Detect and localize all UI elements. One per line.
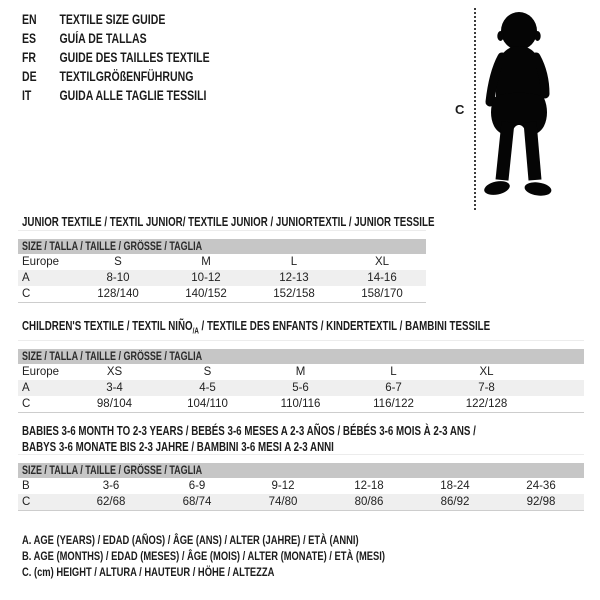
legend-notes: A. AGE (YEARS) / EDAD (AÑOS) / ÂGE (ANS)… [22,532,487,580]
table-row: Europe S M L XL [18,254,426,270]
value-cell: 92/98 [526,496,556,508]
value-cell: 152/158 [273,288,315,300]
row-label: A [22,382,30,394]
value-cell: 68/74 [182,496,212,508]
value-cell: 10-12 [191,272,221,284]
size-header-bar: SIZE / TALLA / TAILLE / GRÖSSE / TAGLIA [18,239,427,254]
language-row-es: ES GUÍA DE TALLAS [22,29,263,48]
value-cell: 122/128 [465,398,508,410]
value-cell: 9-12 [271,480,295,492]
table-row: B 3-6 6-9 9-12 12-18 18-24 24-36 [18,478,584,494]
value-cell: 3-4 [106,382,123,394]
junior-size-table: SIZE / TALLA / TAILLE / GRÖSSE / TAGLIA … [18,230,427,303]
language-title-list: EN TEXTILE SIZE GUIDE ES GUÍA DE TALLAS FR… [22,10,263,105]
guide-title-en: TEXTILE SIZE GUIDE [59,12,166,27]
children-size-table: SIZE / TALLA / TAILLE / GRÖSSE / TAGLIA … [18,340,585,413]
spacer-cell [533,396,584,413]
row-label: C [22,496,31,508]
height-measure-dotted-line [474,8,476,210]
note-age-months: B. AGE (MONTHS) / EDAD (MESES) / ÂGE (MO… [22,549,385,563]
value-cell: 128/140 [97,288,139,300]
value-cell: 7-8 [478,382,495,394]
note-height-cm: C. (cm) HEIGHT / ALTURA / HAUTEUR / HÖHE… [22,565,275,579]
value-cell: 4-5 [199,382,216,394]
size-header-bar: SIZE / TALLA / TAILLE / GRÖSSE / TAGLIA [18,349,585,364]
language-code: ES [22,31,37,46]
language-code: IT [22,88,32,103]
language-row-it: IT GUIDA ALLE TAGLIE TESSILI [22,86,263,105]
language-row-en: EN TEXTILE SIZE GUIDE [22,10,263,29]
value-cell: 98/104 [96,398,133,410]
row-label: C [22,398,31,410]
size-header-bar: SIZE / TALLA / TAILLE / GRÖSSE / TAGLIA [18,463,585,478]
language-row-de: DE TEXTILGRÖßENFÜHRUNG [22,67,263,86]
toddler-silhouette-icon [484,12,552,196]
language-row-fr: FR GUIDE DES TAILLES TEXTILE [22,48,263,67]
babies-section-title: BABIES 3-6 MONTH TO 2-3 YEARS / BEBÉS 3-… [22,424,476,454]
value-cell: 3-6 [102,480,120,492]
row-label: B [22,480,30,492]
value-cell: 6-7 [385,382,402,394]
size-cell: L [290,256,298,268]
size-cell: M [201,256,211,268]
guide-title-fr: GUIDE DES TAILLES TEXTILE [59,50,210,65]
junior-section-title: JUNIOR TEXTILE / TEXTIL JUNIOR/ TEXTILE … [22,215,435,229]
note-age-years: A. AGE (YEARS) / EDAD (AÑOS) / ÂGE (ANS)… [22,533,359,547]
value-cell: 18-24 [440,480,470,492]
value-cell: 5-6 [292,382,309,394]
row-label: A [22,272,30,284]
value-cell: 12-18 [354,480,384,492]
spacer-cell [533,380,584,396]
value-cell: 6-9 [188,480,206,492]
value-cell: 62/68 [96,496,126,508]
size-cell: XS [106,366,123,378]
size-cell: L [390,366,397,378]
children-section-title: CHILDREN'S TEXTILE / TEXTIL NIÑO/A / TEX… [22,319,491,336]
size-cell: S [114,256,122,268]
size-cell: XL [479,366,494,378]
value-cell: 116/122 [373,398,414,410]
table-row: C 62/68 68/74 74/80 80/86 86/92 92/98 [18,494,585,511]
guide-title-it: GUIDA ALLE TAGLIE TESSILI [59,88,207,103]
value-cell: 104/110 [187,398,228,410]
table-row: A 8-10 10-12 12-13 14-16 [18,270,427,286]
guide-title-de: TEXTILGRÖßENFÜHRUNG [59,69,194,84]
value-cell: 80/86 [354,496,384,508]
table-row: A 3-4 4-5 5-6 6-7 7-8 [18,380,585,396]
row-label: Europe [22,256,60,268]
value-cell: 14-16 [367,272,397,284]
value-cell: 110/116 [280,398,321,410]
table-row: C 98/104 104/110 110/116 116/122 122/128 [18,396,584,413]
language-code: EN [22,12,37,27]
guide-title-es: GUÍA DE TALLAS [59,31,147,46]
babies-size-table: SIZE / TALLA / TAILLE / GRÖSSE / TAGLIA … [18,454,585,511]
value-cell: 140/152 [185,288,227,300]
row-label: C [22,288,31,300]
table-row: C 128/140 140/152 152/158 158/170 [18,286,426,303]
value-cell: 158/170 [361,288,403,300]
value-cell: 12-13 [279,272,309,284]
language-code: DE [22,69,37,84]
size-cell: S [203,366,212,378]
value-cell: 8-10 [106,272,130,284]
value-cell: 24-36 [526,480,556,492]
row-label: Europe [22,366,60,378]
table-row: Europe XS S M L XL [18,364,584,380]
value-cell: 74/80 [268,496,298,508]
language-code: FR [22,50,37,65]
height-measure-label: C [455,102,465,117]
value-cell: 86/92 [440,496,470,508]
size-cell: XL [374,256,390,268]
spacer-cell [533,364,584,380]
size-cell: M [295,366,306,378]
